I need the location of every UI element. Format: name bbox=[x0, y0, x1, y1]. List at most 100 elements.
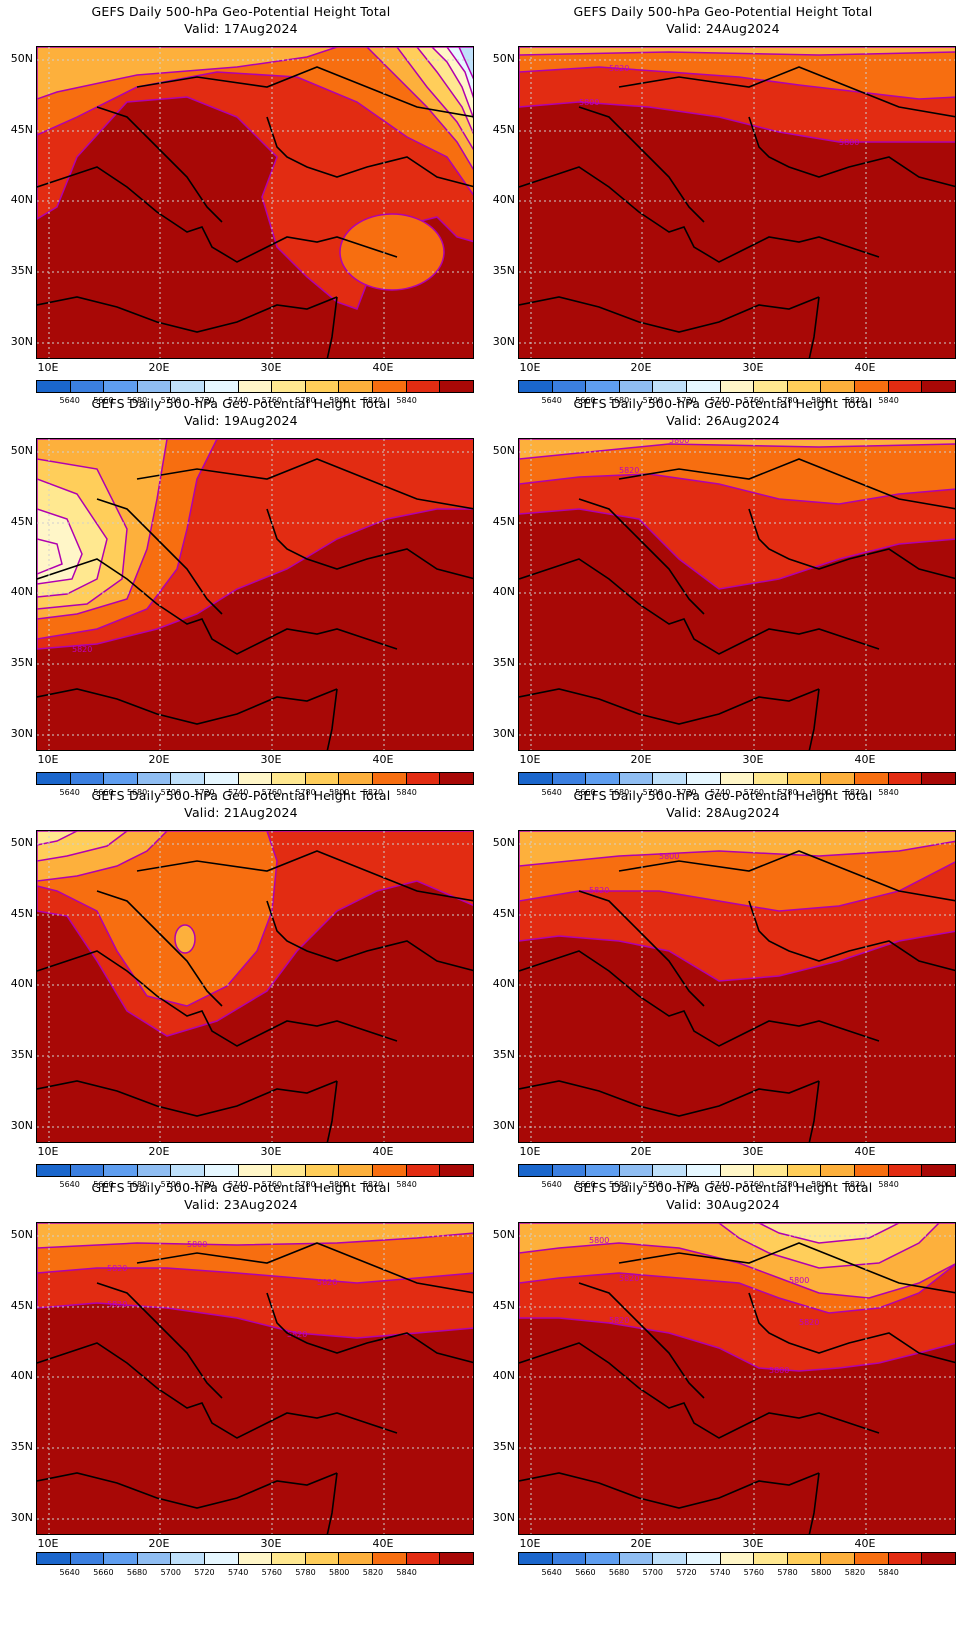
contour-label: 5800 bbox=[589, 1236, 609, 1245]
panel-valid-date: Valid: 24Aug2024 bbox=[666, 21, 780, 36]
y-tick-label: 40N bbox=[492, 585, 515, 598]
colorbar-swatch bbox=[687, 381, 721, 392]
colorbar-swatch bbox=[272, 773, 306, 784]
x-tick-label: 10E bbox=[519, 753, 541, 766]
colorbar-label: 5680 bbox=[608, 1180, 630, 1189]
contour-label: 5820 bbox=[619, 1274, 639, 1283]
colorbar-label: 5760 bbox=[261, 788, 283, 797]
colorbar-swatch bbox=[687, 773, 721, 784]
colorbar bbox=[518, 772, 956, 785]
panel-23aug: GEFS Daily 500-hPa Geo-Potential Height … bbox=[0, 1176, 482, 1586]
colorbar-label: 5820 bbox=[844, 1568, 866, 1577]
colorbar-label: 5800 bbox=[329, 1568, 350, 1577]
colorbar-swatch bbox=[821, 1165, 856, 1176]
x-tick-label: 10E bbox=[519, 1145, 541, 1158]
colorbar-swatch bbox=[70, 773, 105, 784]
colorbar-swatch bbox=[888, 773, 923, 784]
x-tick-label: 30E bbox=[260, 361, 282, 374]
colorbar bbox=[36, 1552, 474, 1565]
x-tick-label: 10E bbox=[37, 1537, 59, 1550]
colorbar-swatch bbox=[70, 381, 105, 392]
colorbar bbox=[518, 1164, 956, 1177]
colorbar-swatch bbox=[37, 773, 71, 784]
colorbar-label: 5660 bbox=[93, 396, 114, 405]
colorbar-swatch bbox=[70, 1553, 105, 1564]
y-tick-label: 40N bbox=[492, 977, 515, 990]
colorbar-swatch bbox=[205, 773, 239, 784]
y-tick-label: 50N bbox=[492, 444, 515, 457]
colorbar-label: 5820 bbox=[362, 788, 384, 797]
x-tick-label: 10E bbox=[37, 361, 59, 374]
colorbar-label: 5680 bbox=[126, 1180, 148, 1189]
x-tick-label: 20E bbox=[148, 1537, 170, 1550]
panel-title: GEFS Daily 500-hPa Geo-Potential Height … bbox=[573, 1180, 873, 1195]
y-tick-label: 50N bbox=[492, 52, 515, 65]
colorbar-label: 5640 bbox=[541, 396, 562, 405]
colorbar-swatch bbox=[238, 1165, 273, 1176]
map-28aug: 5800 5820 bbox=[518, 830, 956, 1143]
colorbar-label: 5800 bbox=[811, 1568, 832, 1577]
colorbar-swatch bbox=[519, 1553, 553, 1564]
y-tick-label: 40N bbox=[10, 193, 33, 206]
colorbar-swatch bbox=[787, 773, 822, 784]
map-17aug bbox=[36, 46, 474, 359]
colorbar-swatch bbox=[305, 1553, 340, 1564]
colorbar-swatch bbox=[653, 1165, 688, 1176]
colorbar-label: 5640 bbox=[541, 1568, 562, 1577]
colorbar-swatch bbox=[171, 1553, 206, 1564]
colorbar-swatch bbox=[339, 1165, 374, 1176]
colorbar-label: 5800 bbox=[811, 788, 832, 797]
x-tick-label: 30E bbox=[742, 1537, 764, 1550]
colorbar-swatch bbox=[440, 1553, 473, 1564]
colorbar-swatch bbox=[821, 773, 856, 784]
colorbar-label: 5820 bbox=[844, 1180, 866, 1189]
colorbar-swatch bbox=[37, 1165, 71, 1176]
colorbar-label: 5720 bbox=[676, 396, 697, 405]
y-tick-label: 35N bbox=[492, 264, 515, 277]
colorbar-label: 5640 bbox=[59, 1180, 80, 1189]
x-tick-label: 30E bbox=[742, 753, 764, 766]
colorbar-swatch bbox=[586, 773, 620, 784]
contour-label: 5800 bbox=[579, 98, 599, 107]
colorbar-swatch bbox=[720, 1165, 755, 1176]
colorbar-swatch bbox=[70, 1165, 105, 1176]
x-tick-label: 40E bbox=[854, 753, 876, 766]
colorbar bbox=[36, 380, 474, 393]
colorbar-label: 5660 bbox=[575, 396, 596, 405]
contour-label: 5820 bbox=[72, 645, 92, 654]
colorbar-swatch bbox=[406, 1553, 441, 1564]
colorbar-swatch bbox=[440, 1165, 473, 1176]
contour-label: 5820 bbox=[317, 1278, 337, 1287]
x-tick-label: 20E bbox=[148, 753, 170, 766]
colorbar bbox=[518, 1552, 956, 1565]
panel-title: GEFS Daily 500-hPa Geo-Potential Height … bbox=[91, 4, 391, 19]
contour-label: 5820 bbox=[619, 466, 639, 475]
panel-valid-date: Valid: 17Aug2024 bbox=[184, 21, 298, 36]
colorbar-label: 5820 bbox=[362, 396, 384, 405]
x-tick-label: 40E bbox=[372, 1537, 394, 1550]
contour-label: 5820 bbox=[107, 1300, 127, 1309]
colorbar-swatch bbox=[787, 381, 822, 392]
panel-19aug: GEFS Daily 500-hPa Geo-Potential Height … bbox=[0, 392, 482, 802]
panel-title: GEFS Daily 500-hPa Geo-Potential Height … bbox=[573, 396, 873, 411]
colorbar-swatch bbox=[552, 1165, 587, 1176]
colorbar-label: 5760 bbox=[743, 1568, 765, 1577]
colorbar-swatch bbox=[339, 1553, 374, 1564]
colorbar-label: 5660 bbox=[93, 1180, 114, 1189]
colorbar-swatch bbox=[821, 1553, 856, 1564]
colorbar-label: 5740 bbox=[227, 396, 249, 405]
x-tick-label: 20E bbox=[630, 1537, 652, 1550]
colorbar-label: 5760 bbox=[261, 1568, 283, 1577]
colorbar-label: 5780 bbox=[777, 1568, 798, 1577]
colorbar-swatch bbox=[821, 381, 856, 392]
colorbar-swatch bbox=[888, 1553, 923, 1564]
colorbar-label: 5840 bbox=[878, 1180, 899, 1189]
colorbar-label: 5660 bbox=[93, 1568, 114, 1577]
colorbar-label: 5660 bbox=[575, 788, 596, 797]
colorbar-swatch bbox=[855, 1553, 889, 1564]
y-tick-label: 35N bbox=[10, 656, 33, 669]
colorbar-swatch bbox=[305, 773, 340, 784]
contour-label: 5820 bbox=[107, 1264, 127, 1273]
y-tick-label: 50N bbox=[10, 52, 33, 65]
colorbar-swatch bbox=[373, 381, 407, 392]
